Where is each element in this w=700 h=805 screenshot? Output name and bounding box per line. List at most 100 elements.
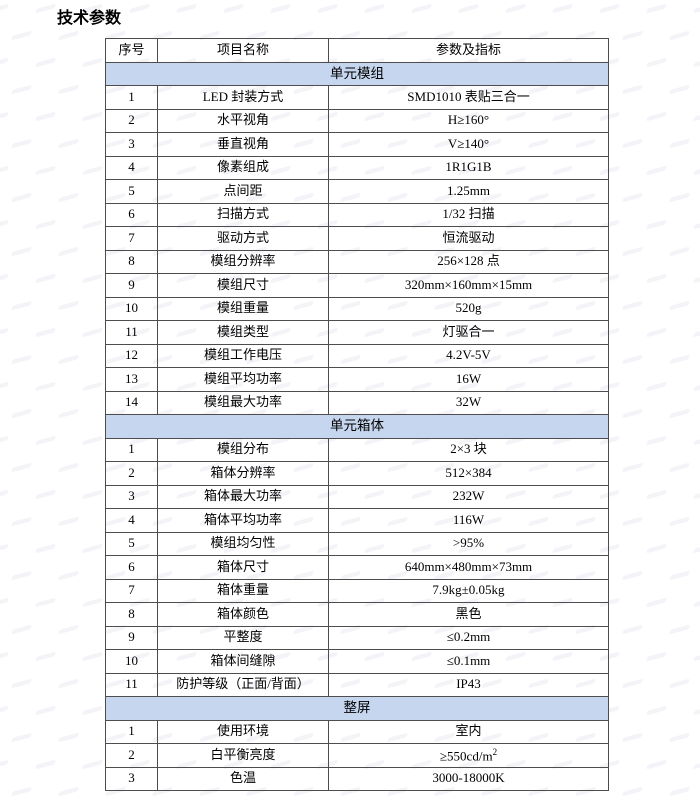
watermark-stamp bbox=[58, 678, 79, 689]
watermark-stamp bbox=[411, 3, 432, 14]
watermark-stamp bbox=[0, 273, 9, 284]
watermark-stamp bbox=[669, 678, 690, 689]
table-header-row: 序号 项目名称 参数及指标 bbox=[105, 38, 609, 63]
table-row: 1 LED 封装方式 SMD1010 表贴三合一 bbox=[105, 85, 609, 110]
watermark-stamp bbox=[669, 732, 690, 743]
watermark-stamp bbox=[646, 165, 667, 176]
watermark-stamp bbox=[11, 138, 32, 149]
cell-item: 模组分布 bbox=[157, 437, 329, 462]
cell-index: 3 bbox=[105, 766, 158, 791]
watermark-stamp bbox=[58, 732, 79, 743]
watermark-stamp bbox=[11, 84, 32, 95]
cell-item: 色温 bbox=[157, 766, 329, 791]
cell-index: 1 bbox=[105, 719, 158, 744]
section-header-row: 单元模组 bbox=[105, 61, 609, 86]
cell-item: 像素组成 bbox=[157, 155, 329, 180]
watermark-stamp bbox=[11, 354, 32, 365]
cell-index: 13 bbox=[105, 367, 158, 392]
cell-item: 白平衡亮度 bbox=[157, 743, 329, 768]
cell-value: H≥160° bbox=[328, 108, 609, 133]
cell-value: 320mm×160mm×15mm bbox=[328, 273, 609, 298]
cell-item: 模组均匀性 bbox=[157, 531, 329, 556]
cell-index: 2 bbox=[105, 108, 158, 133]
table-row: 3 垂直视角 V≥140° bbox=[105, 132, 609, 157]
watermark-stamp bbox=[35, 705, 56, 716]
watermark-stamp bbox=[458, 3, 479, 14]
watermark-stamp bbox=[82, 381, 103, 392]
cell-index: 7 bbox=[105, 578, 158, 603]
cell-value: 黑色 bbox=[328, 602, 609, 627]
watermark-stamp bbox=[35, 219, 56, 230]
header-index: 序号 bbox=[105, 38, 158, 63]
watermark-stamp bbox=[0, 651, 9, 662]
watermark-stamp bbox=[622, 300, 643, 311]
watermark-stamp bbox=[82, 273, 103, 284]
cell-value: 512×384 bbox=[328, 461, 609, 486]
cell-value: 1.25mm bbox=[328, 179, 609, 204]
watermark-stamp bbox=[58, 192, 79, 203]
cell-index: 2 bbox=[105, 461, 158, 486]
watermark-stamp bbox=[82, 57, 103, 68]
watermark-stamp bbox=[646, 381, 667, 392]
cell-item: 箱体重量 bbox=[157, 578, 329, 603]
table-row: 1 使用环境 室内 bbox=[105, 719, 609, 744]
watermark-stamp bbox=[693, 381, 700, 392]
cell-index: 5 bbox=[105, 531, 158, 556]
watermark-stamp bbox=[58, 408, 79, 419]
watermark-stamp bbox=[669, 138, 690, 149]
watermark-stamp bbox=[35, 3, 56, 14]
watermark-stamp bbox=[223, 3, 244, 14]
watermark-stamp bbox=[0, 597, 9, 608]
table-row: 8 模组分辨率 256×128 点 bbox=[105, 249, 609, 274]
watermark-stamp bbox=[693, 597, 700, 608]
watermark-stamp bbox=[129, 3, 150, 14]
cell-value: 7.9kg±0.05kg bbox=[328, 578, 609, 603]
cell-index: 6 bbox=[105, 555, 158, 580]
watermark-stamp bbox=[622, 408, 643, 419]
table-row: 5 模组均匀性 >95% bbox=[105, 531, 609, 556]
watermark-stamp bbox=[82, 489, 103, 500]
cell-value: 16W bbox=[328, 367, 609, 392]
cell-item: 使用环境 bbox=[157, 719, 329, 744]
watermark-stamp bbox=[622, 354, 643, 365]
watermark-stamp bbox=[622, 516, 643, 527]
cell-index: 5 bbox=[105, 179, 158, 204]
table-row: 2 白平衡亮度 ≥550cd/m2 bbox=[105, 743, 609, 768]
watermark-stamp bbox=[58, 84, 79, 95]
cell-value: 3000-18000K bbox=[328, 766, 609, 791]
cell-item: LED 封装方式 bbox=[157, 85, 329, 110]
watermark-stamp bbox=[11, 570, 32, 581]
cell-index: 1 bbox=[105, 85, 158, 110]
cell-index: 10 bbox=[105, 296, 158, 321]
watermark-stamp bbox=[58, 570, 79, 581]
watermark-stamp bbox=[646, 111, 667, 122]
watermark-stamp bbox=[35, 597, 56, 608]
section-header-row: 整屏 bbox=[105, 696, 609, 721]
watermark-stamp bbox=[11, 786, 32, 797]
cell-item: 点间距 bbox=[157, 179, 329, 204]
watermark-stamp bbox=[693, 57, 700, 68]
cell-value: ≤0.1mm bbox=[328, 649, 609, 674]
cell-item: 箱体最大功率 bbox=[157, 484, 329, 509]
watermark-stamp bbox=[622, 786, 643, 797]
watermark-stamp bbox=[82, 543, 103, 554]
cell-index: 6 bbox=[105, 202, 158, 227]
watermark-stamp bbox=[622, 732, 643, 743]
cell-index: 14 bbox=[105, 390, 158, 415]
cell-value: 室内 bbox=[328, 719, 609, 744]
watermark-stamp bbox=[270, 3, 291, 14]
watermark-stamp bbox=[622, 624, 643, 635]
table-row: 7 驱动方式 恒流驱动 bbox=[105, 226, 609, 251]
cell-index: 7 bbox=[105, 226, 158, 251]
watermark-stamp bbox=[364, 3, 385, 14]
watermark-stamp bbox=[58, 516, 79, 527]
table-row: 10 模组重量 520g bbox=[105, 296, 609, 321]
watermark-stamp bbox=[693, 3, 700, 14]
cell-value: 恒流驱动 bbox=[328, 226, 609, 251]
watermark-stamp bbox=[82, 705, 103, 716]
watermark-stamp bbox=[35, 57, 56, 68]
watermark-stamp bbox=[11, 408, 32, 419]
watermark-stamp bbox=[35, 759, 56, 770]
watermark-stamp bbox=[0, 57, 9, 68]
cell-item: 水平视角 bbox=[157, 108, 329, 133]
